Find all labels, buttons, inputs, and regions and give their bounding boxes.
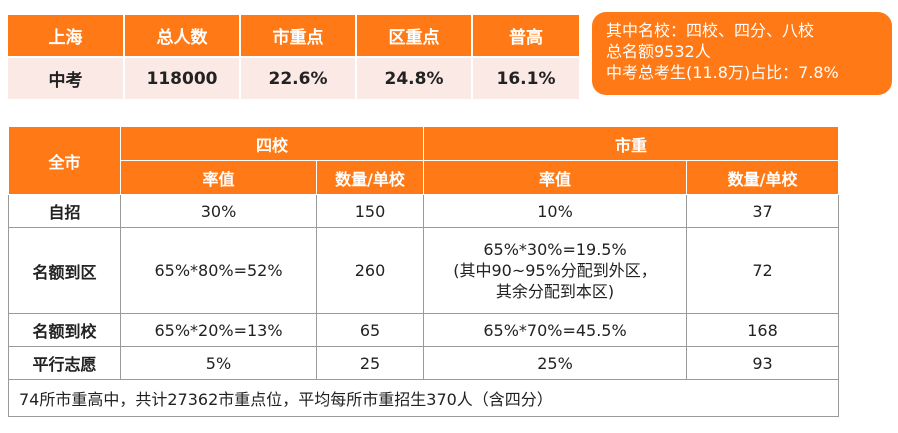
callout-line: 总名额9532人 (606, 42, 711, 61)
subheader-count: 数量/单校 (686, 160, 840, 195)
row-label: 平行志愿 (8, 346, 121, 380)
summary-total-value: 118000 (124, 57, 241, 101)
table-cell: 65%*20%=13% (120, 313, 317, 347)
table-cell: 37 (686, 194, 840, 228)
group-header-row: 全市 四校 市重 (8, 126, 840, 195)
summary-table: 上海 总人数 市重点 区重点 普高 中考 118000 22.6% 24.8% … (8, 15, 581, 101)
summary-header-total: 总人数 (124, 15, 241, 58)
footnote: 74所市重高中，共计27362市重点位，平均每所市重招生370人（含四分） (7, 379, 840, 417)
subheader-rate: 率值 (423, 160, 688, 195)
summary-row-label: 中考 (8, 57, 125, 101)
group-header-city-key: 市重 (423, 126, 840, 161)
cell-line: 其余分配到本区) (495, 282, 615, 301)
table-cell: 25 (315, 346, 425, 380)
table-cell: 10% (423, 194, 688, 228)
summary-district-key-value: 24.8% (356, 57, 473, 101)
table-cell: 25% (423, 346, 688, 380)
callout-line: 其中名校：四校、四分、八校 (606, 21, 815, 40)
subheader-rate: 率值 (120, 160, 317, 195)
table-cell-multiline: 65%*30%=19.5% (其中90~95%分配到外区， 其余分配到本区) (423, 227, 688, 314)
row-label: 自招 (8, 194, 121, 228)
table-cell: 260 (315, 227, 425, 314)
callout-box: 其中名校：四校、四分、八校 总名额9532人 中考总考生(11.8万)占比：7.… (592, 12, 892, 95)
group-header-four-schools: 四校 (119, 126, 425, 161)
cell-line: 65%*30%=19.5% (483, 240, 627, 259)
summary-city-key-value: 22.6% (240, 57, 357, 101)
table-cell: 72 (686, 227, 840, 314)
subheader-count: 数量/单校 (315, 160, 425, 195)
footnote-row: 74所市重高中，共计27362市重点位，平均每所市重招生370人（含四分） (7, 379, 840, 417)
callout-line: 中考总考生(11.8万)占比：7.8% (606, 63, 839, 82)
table-cell: 150 (315, 194, 425, 228)
table-row: 名额到区 65%*80%=52% 260 65%*30%=19.5% (其中90… (8, 227, 840, 314)
summary-value-row: 中考 118000 22.6% 24.8% 16.1% (8, 57, 581, 101)
cell-line: (其中90~95%分配到外区， (453, 261, 657, 280)
row-label: 名额到区 (8, 227, 121, 314)
table-cell: 65%*80%=52% (120, 227, 317, 314)
summary-header-district-key: 区重点 (356, 15, 473, 58)
summary-header-city-key: 市重点 (240, 15, 357, 58)
summary-general-value: 16.1% (472, 57, 581, 101)
table-row: 平行志愿 5% 25 25% 93 (8, 346, 840, 380)
table-row: 名额到校 65%*20%=13% 65 65%*70%=45.5% 168 (8, 313, 840, 347)
table-cell: 5% (120, 346, 317, 380)
summary-header-general: 普高 (472, 15, 581, 58)
corner-header: 全市 (8, 126, 121, 195)
table-cell: 168 (686, 313, 840, 347)
sub-header-row: 率值 数量/单校 率值 数量/单校 (9, 160, 840, 195)
table-cell: 65%*70%=45.5% (423, 313, 688, 347)
table-cell: 30% (120, 194, 317, 228)
quota-table: 全市 四校 市重 率值 数量/单校 率值 数量/单校 自招 30% 150 10… (7, 126, 840, 417)
table-cell: 93 (686, 346, 840, 380)
row-label: 名额到校 (8, 313, 121, 347)
summary-header-row: 上海 总人数 市重点 区重点 普高 (8, 15, 581, 58)
table-row: 自招 30% 150 10% 37 (8, 194, 840, 228)
summary-header-city: 上海 (8, 15, 125, 58)
table-cell: 65 (315, 313, 425, 347)
